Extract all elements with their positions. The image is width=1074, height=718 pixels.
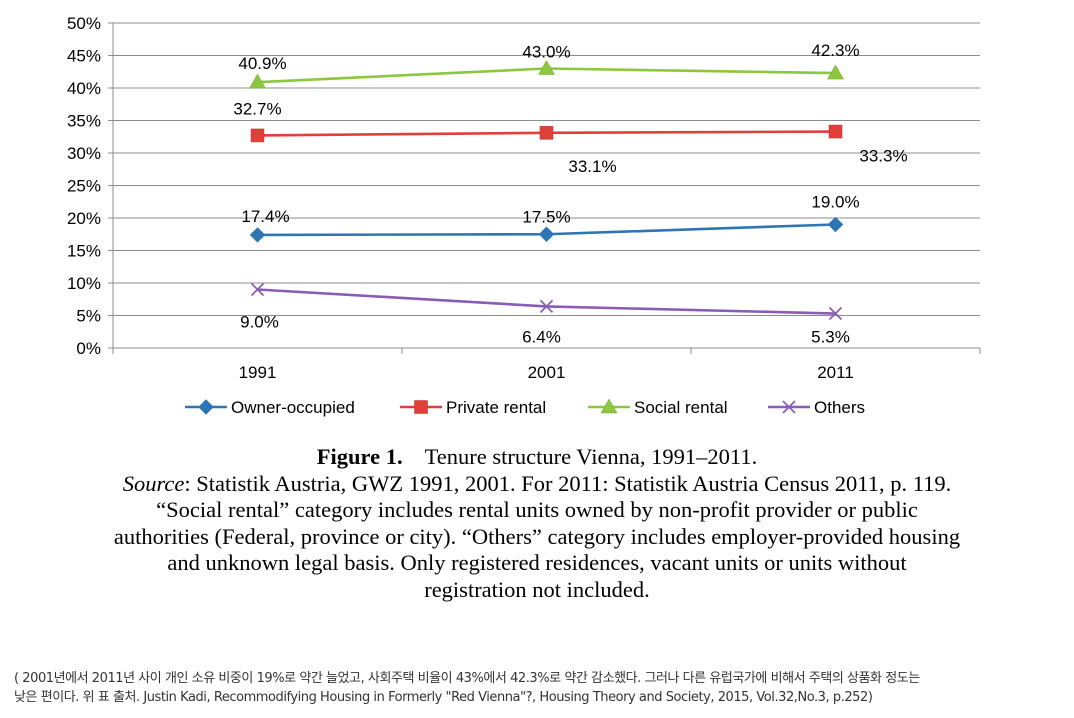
- x-tick-label: 2011: [817, 363, 854, 382]
- korean-footnote: ( 2001년에서 2011년 사이 개인 소유 비중이 19%로 약간 늘었고…: [14, 669, 1064, 707]
- data-point-private-rental: [828, 124, 843, 139]
- y-tick-label: 20%: [67, 209, 101, 228]
- legend-marker: [414, 400, 428, 414]
- y-tick-label: 25%: [67, 177, 101, 196]
- caption-note-line-4: registration not included.: [424, 576, 650, 602]
- data-point-private-rental: [250, 128, 265, 143]
- legend-marker: [782, 400, 796, 414]
- data-label-social-rental: 43.0%: [522, 43, 570, 62]
- y-tick-label: 5%: [76, 307, 101, 326]
- data-point-owner-occupied: [249, 227, 266, 243]
- x-marker-stroke: [828, 306, 843, 321]
- legend-marker: [600, 398, 618, 414]
- caption-note-line-2: authorities (Federal, province or city).…: [113, 523, 961, 549]
- data-point-owner-occupied: [827, 216, 844, 233]
- series-social-rental: [249, 59, 844, 89]
- figure-caption: Figure 1. Tenure structure Vienna, 1991–2…: [0, 444, 1074, 603]
- y-tick-label: 45%: [67, 47, 101, 66]
- data-point-social-rental: [249, 73, 266, 89]
- caption-note-line-1: “Social rental” category includes rental…: [156, 497, 918, 522]
- data-label-social-rental: 40.9%: [238, 54, 286, 73]
- data-label-social-rental: 42.3%: [811, 41, 859, 60]
- data-label-others: 5.3%: [811, 328, 850, 347]
- axes: [108, 22, 981, 354]
- x-marker-stroke: [782, 400, 796, 414]
- data-label-private-rental: 33.3%: [859, 147, 907, 166]
- data-label-others: 9.0%: [240, 313, 279, 332]
- caption-title-line: Figure 1. Tenure structure Vienna, 1991–2…: [0, 444, 1074, 471]
- x-marker-stroke: [539, 299, 554, 314]
- footnote-line-1: ( 2001년에서 2011년 사이 개인 소유 비중이 19%로 약간 늘었고…: [14, 671, 920, 686]
- data-label-owner-occupied: 17.4%: [241, 207, 289, 226]
- y-tick-label: 30%: [67, 144, 101, 163]
- x-tick-label: 2001: [528, 363, 566, 382]
- gridlines: [113, 22, 980, 316]
- source-label: Source: [122, 470, 185, 496]
- data-point-social-rental: [538, 59, 555, 75]
- data-point-others: [828, 306, 843, 321]
- series-layer: [249, 59, 844, 321]
- data-label-private-rental: 32.7%: [233, 99, 281, 118]
- y-tick-label: 15%: [67, 242, 101, 261]
- data-label-others: 6.4%: [522, 327, 561, 346]
- figure-title: Tenure structure Vienna, 1991–2011.: [424, 444, 758, 469]
- data-label-owner-occupied: 17.5%: [522, 207, 570, 226]
- x-tick-label: 1991: [239, 363, 277, 382]
- y-tick-label: 35%: [67, 112, 101, 131]
- data-point-owner-occupied: [538, 226, 555, 242]
- data-point-others: [250, 282, 265, 297]
- data-point-social-rental: [827, 64, 844, 80]
- series-owner-occupied: [249, 216, 844, 243]
- series-line-others: [257, 288, 836, 315]
- legend-label: Owner-occupied: [231, 398, 355, 417]
- y-tick-label: 10%: [67, 274, 101, 293]
- x-axis-tick-labels: 1991 2001 2011: [239, 363, 854, 382]
- caption-source-line: Source: Statistik Austria, GWZ 1991, 200…: [0, 471, 1074, 498]
- y-tick-label: 40%: [67, 79, 101, 98]
- data-labels: 17.4% 17.5% 19.0% 32.7% 33.1% 33.3% 40.9% 43.0%…: [233, 41, 907, 347]
- footnote-line-2: 낮은 편이다. 위 표 출처. Justin Kadi, Recommodify…: [14, 690, 873, 705]
- legend: Owner-occupied Private rental Social renta…: [185, 398, 865, 417]
- legend-item-owner-occupied: Owner-occupied: [185, 398, 355, 417]
- y-tick-label: 50%: [67, 14, 101, 33]
- series-private-rental: [250, 124, 843, 143]
- legend-marker: [198, 399, 214, 415]
- legend-item-social-rental: Social rental: [588, 398, 728, 417]
- legend-item-private-rental: Private rental: [400, 398, 546, 417]
- figure-label: Figure 1.: [316, 444, 403, 469]
- x-marker-stroke: [250, 282, 265, 297]
- tenure-line-chart: 0% 5% 10% 15% 20% 25% 30% 35% 40% 45% 50% 1991 2001…: [67, 14, 981, 417]
- legend-label: Private rental: [446, 398, 546, 417]
- source-text: : Statistik Austria, GWZ 1991, 2001. For…: [184, 470, 952, 496]
- data-label-owner-occupied: 19.0%: [811, 193, 859, 212]
- caption-note-line-3: and unknown legal basis. Only registered…: [167, 550, 907, 575]
- legend-label: Social rental: [634, 398, 728, 417]
- data-point-private-rental: [539, 126, 554, 140]
- data-point-others: [539, 299, 554, 314]
- series-others: [250, 282, 843, 321]
- data-label-private-rental: 33.1%: [568, 157, 616, 176]
- legend-label: Others: [814, 398, 865, 417]
- y-tick-label: 0%: [76, 339, 101, 358]
- legend-item-others: Others: [768, 398, 865, 417]
- y-axis-tick-labels: 0% 5% 10% 15% 20% 25% 30% 35% 40% 45% 50%: [67, 14, 101, 358]
